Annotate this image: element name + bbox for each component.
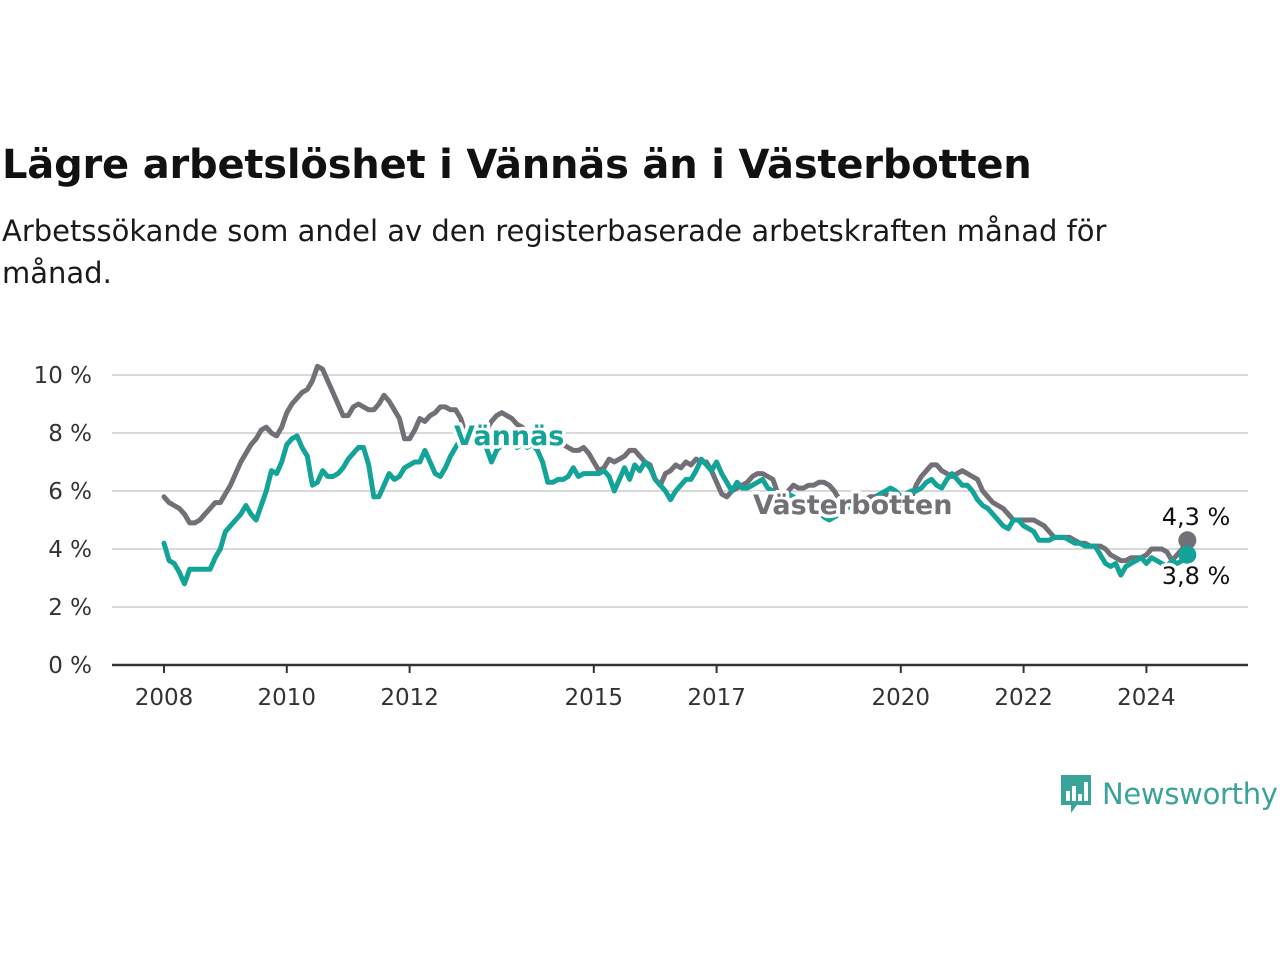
end-point-marker <box>1178 545 1197 564</box>
series-line-v-nn-s <box>161 424 1190 587</box>
y-tick-label: 6 % <box>48 479 92 505</box>
x-tick-label: 2015 <box>565 685 624 711</box>
series-labels: Vännäs Västerbotten 4,3 % 3,8 % <box>451 418 1234 594</box>
x-tick-label: 2012 <box>380 685 439 711</box>
x-tick-label: 2024 <box>1117 685 1176 711</box>
y-tick-label: 8 % <box>48 421 92 447</box>
end-value-label-vasterbotten: 4,3 % <box>1162 503 1231 531</box>
newsworthy-logo: Newsworthy <box>1058 772 1278 816</box>
y-tick-label: 0 % <box>48 653 92 679</box>
x-tick-label: 2010 <box>258 685 317 711</box>
x-tick-label: 2008 <box>135 685 194 711</box>
line-chart: 0 % 2 % 4 % 6 % 8 % 10 % 2008 2010 2012 2015 2017… <box>34 363 1248 711</box>
grid-lines <box>112 374 1248 608</box>
x-tick-label: 2020 <box>872 685 931 711</box>
series-label-vasterbotten: Västerbotten <box>753 490 952 521</box>
y-tick-label: 4 % <box>48 537 92 563</box>
series-lines <box>161 363 1197 587</box>
x-axis: 2008 2010 2012 2015 2017 2020 2022 2024 <box>112 663 1248 711</box>
y-tick-label: 2 % <box>48 595 92 621</box>
newsworthy-chart-icon <box>1061 775 1091 813</box>
y-tick-label: 10 % <box>34 363 92 389</box>
y-axis-tick-labels: 0 % 2 % 4 % 6 % 8 % 10 % <box>34 363 92 679</box>
x-tick-label: 2017 <box>687 685 746 711</box>
series-label-vannas: Vännäs <box>454 421 564 452</box>
chart-title: Lägre arbetslöshet i Vännäs än i Västerb… <box>2 142 1032 188</box>
x-tick-label: 2022 <box>994 685 1053 711</box>
end-point-marker <box>1178 531 1197 550</box>
chart-subtitle: Arbetssökande som andel av den registerb… <box>2 214 1107 290</box>
end-value-label-vannas: 3,8 % <box>1162 562 1231 590</box>
newsworthy-logo-text: Newsworthy <box>1102 777 1278 811</box>
